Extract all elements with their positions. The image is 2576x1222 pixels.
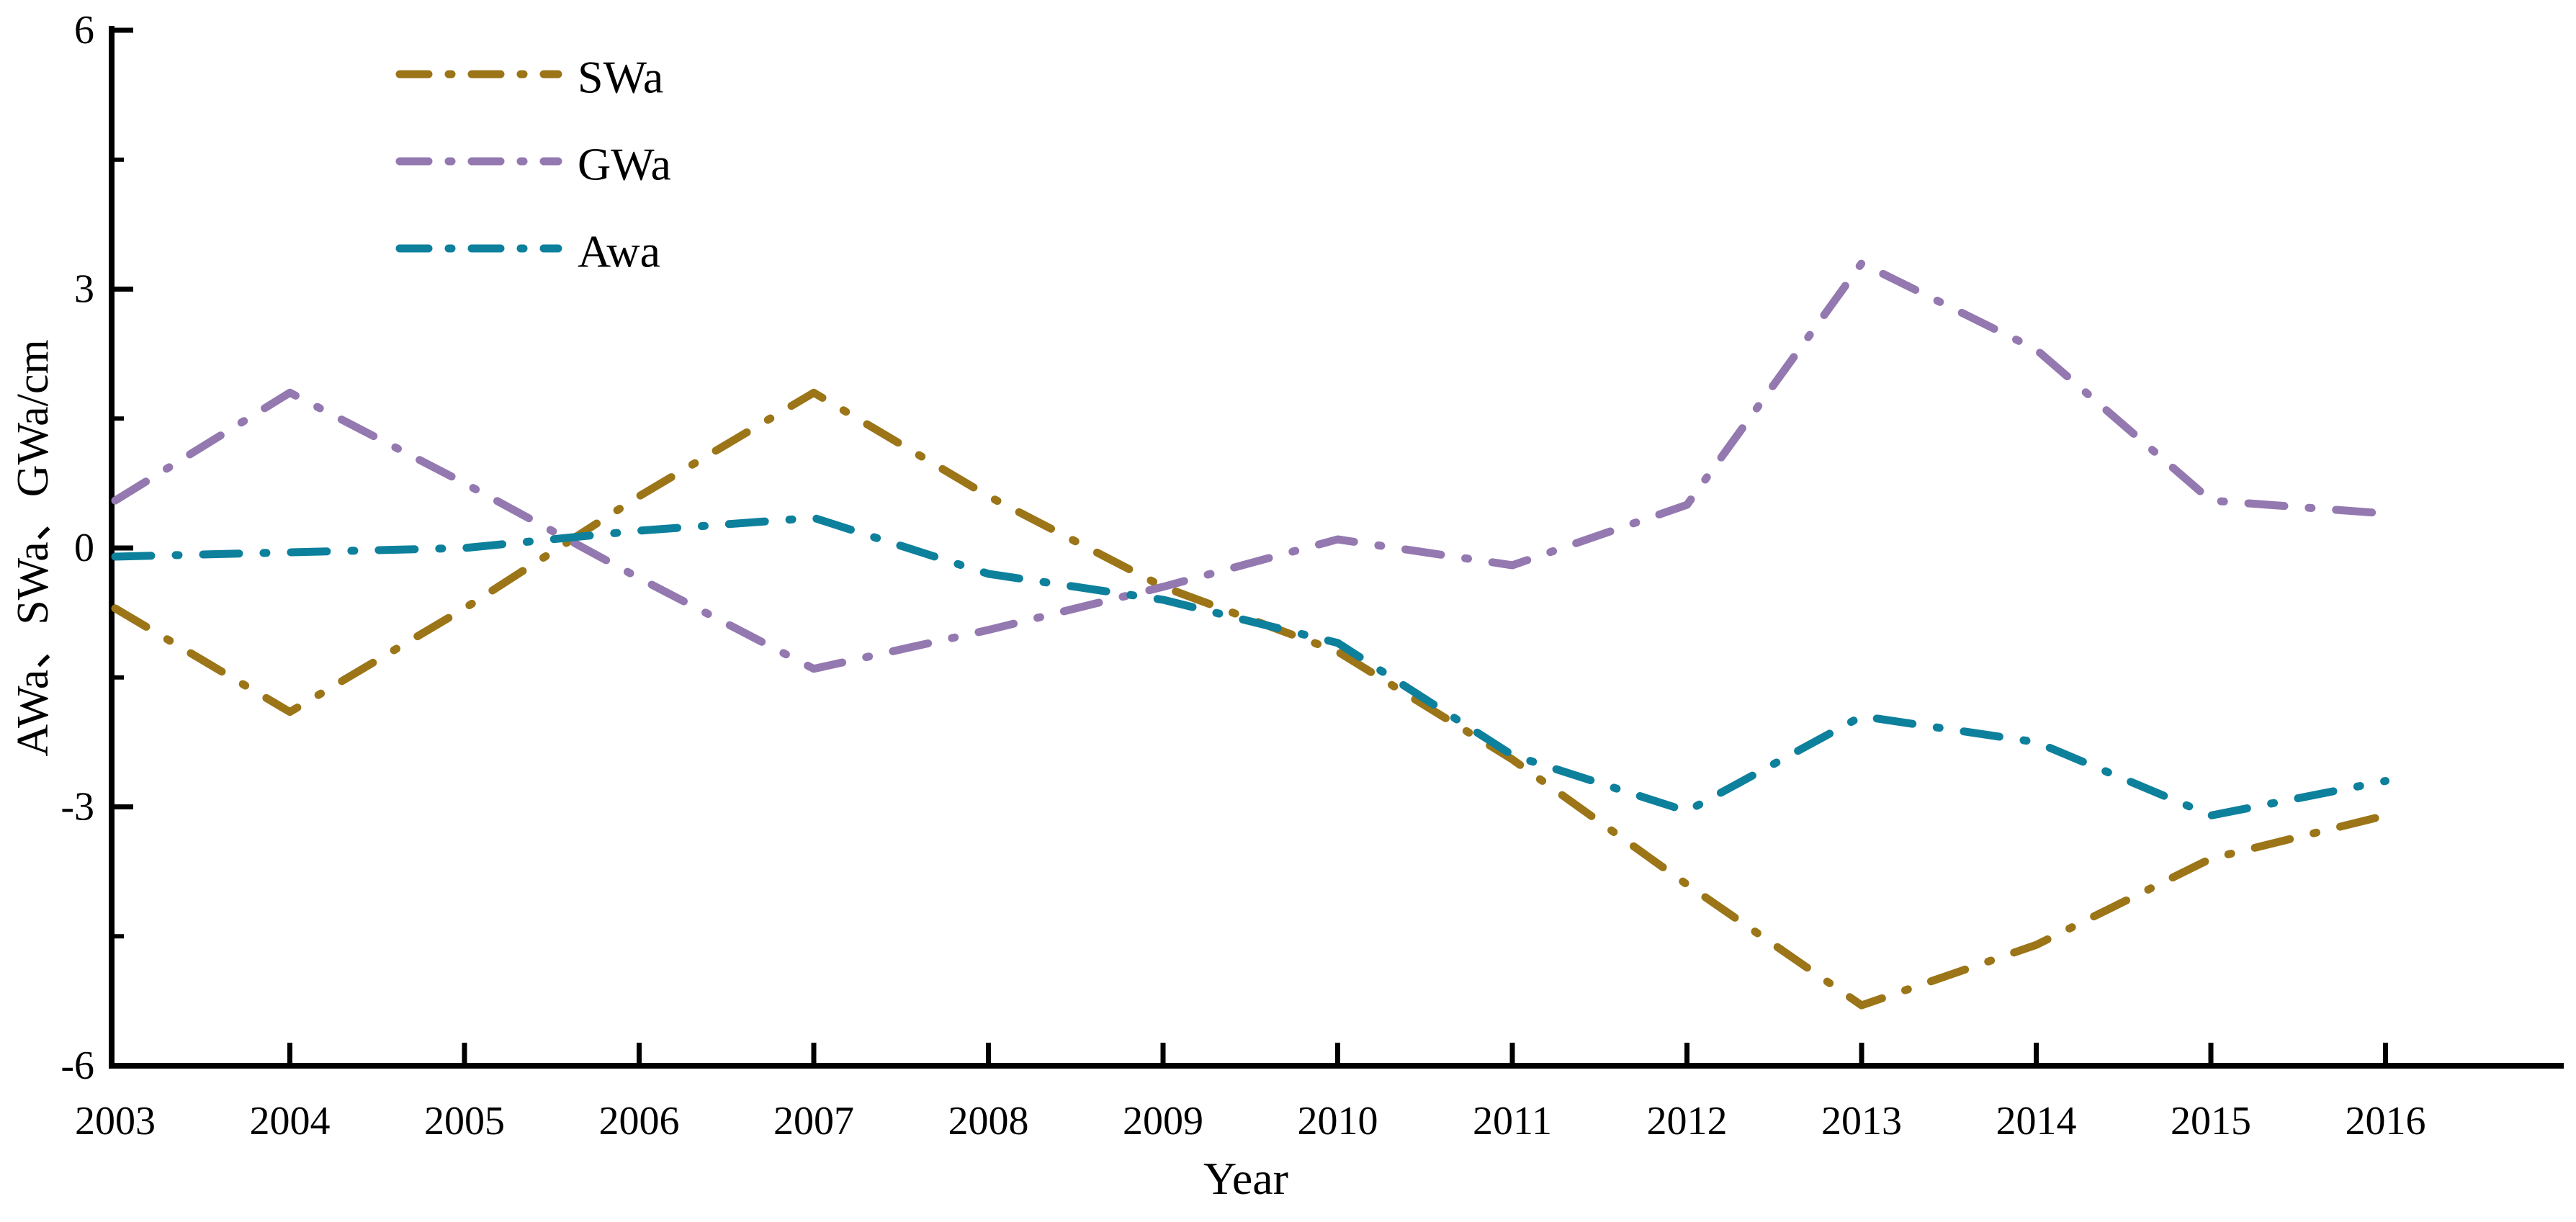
y-axis-ticks: 6 3 0 -3 -6 xyxy=(60,8,133,1088)
legend: SWa GWa Awa xyxy=(395,52,671,277)
x-tick-label-2004: 2004 xyxy=(250,1099,331,1144)
legend-item-awa: Awa xyxy=(395,226,660,277)
x-tick-label-2015: 2015 xyxy=(2171,1099,2251,1144)
y-tick-label-6: 6 xyxy=(74,8,94,53)
legend-label-gwa: GWa xyxy=(578,139,671,190)
x-tick-label-2006: 2006 xyxy=(599,1099,680,1144)
x-tick-label-2013: 2013 xyxy=(1821,1099,1902,1144)
x-tick-label-2016: 2016 xyxy=(2346,1099,2426,1144)
y-tick-label-3: 3 xyxy=(74,267,94,312)
x-tick-label-2009: 2009 xyxy=(1123,1099,1203,1144)
series-line-awa xyxy=(111,513,2389,819)
x-axis-title: Year xyxy=(1203,1153,1288,1204)
axes xyxy=(109,26,2564,1069)
x-tick-label-2003: 2003 xyxy=(75,1099,156,1144)
series-line-gwa xyxy=(111,259,2389,673)
legend-label-swa: SWa xyxy=(578,52,663,103)
y-tick-label--3: -3 xyxy=(60,784,94,829)
x-axis-ticks: 2003 2004 2005 2006 2007 2008 2009 2010 2011 2012… xyxy=(75,1043,2426,1144)
legend-label-awa: Awa xyxy=(578,226,660,277)
x-tick-label-2007: 2007 xyxy=(773,1099,854,1144)
y-tick-label--6: -6 xyxy=(60,1043,94,1088)
legend-item-swa: SWa xyxy=(395,52,663,103)
legend-item-gwa: GWa xyxy=(395,139,671,190)
x-tick-label-2008: 2008 xyxy=(948,1099,1029,1144)
x-tick-label-2010: 2010 xyxy=(1298,1099,1378,1144)
y-axis-title: AWa、SWa、GWa/cm xyxy=(9,339,58,756)
series-line-swa xyxy=(111,388,2389,1010)
y-tick-label-0: 0 xyxy=(74,526,94,570)
x-tick-label-2012: 2012 xyxy=(1647,1099,1728,1144)
x-tick-label-2014: 2014 xyxy=(1996,1099,2077,1144)
x-tick-label-2005: 2005 xyxy=(424,1099,505,1144)
x-tick-label-2011: 2011 xyxy=(1473,1099,1552,1144)
data-series-lines xyxy=(111,259,2389,1010)
